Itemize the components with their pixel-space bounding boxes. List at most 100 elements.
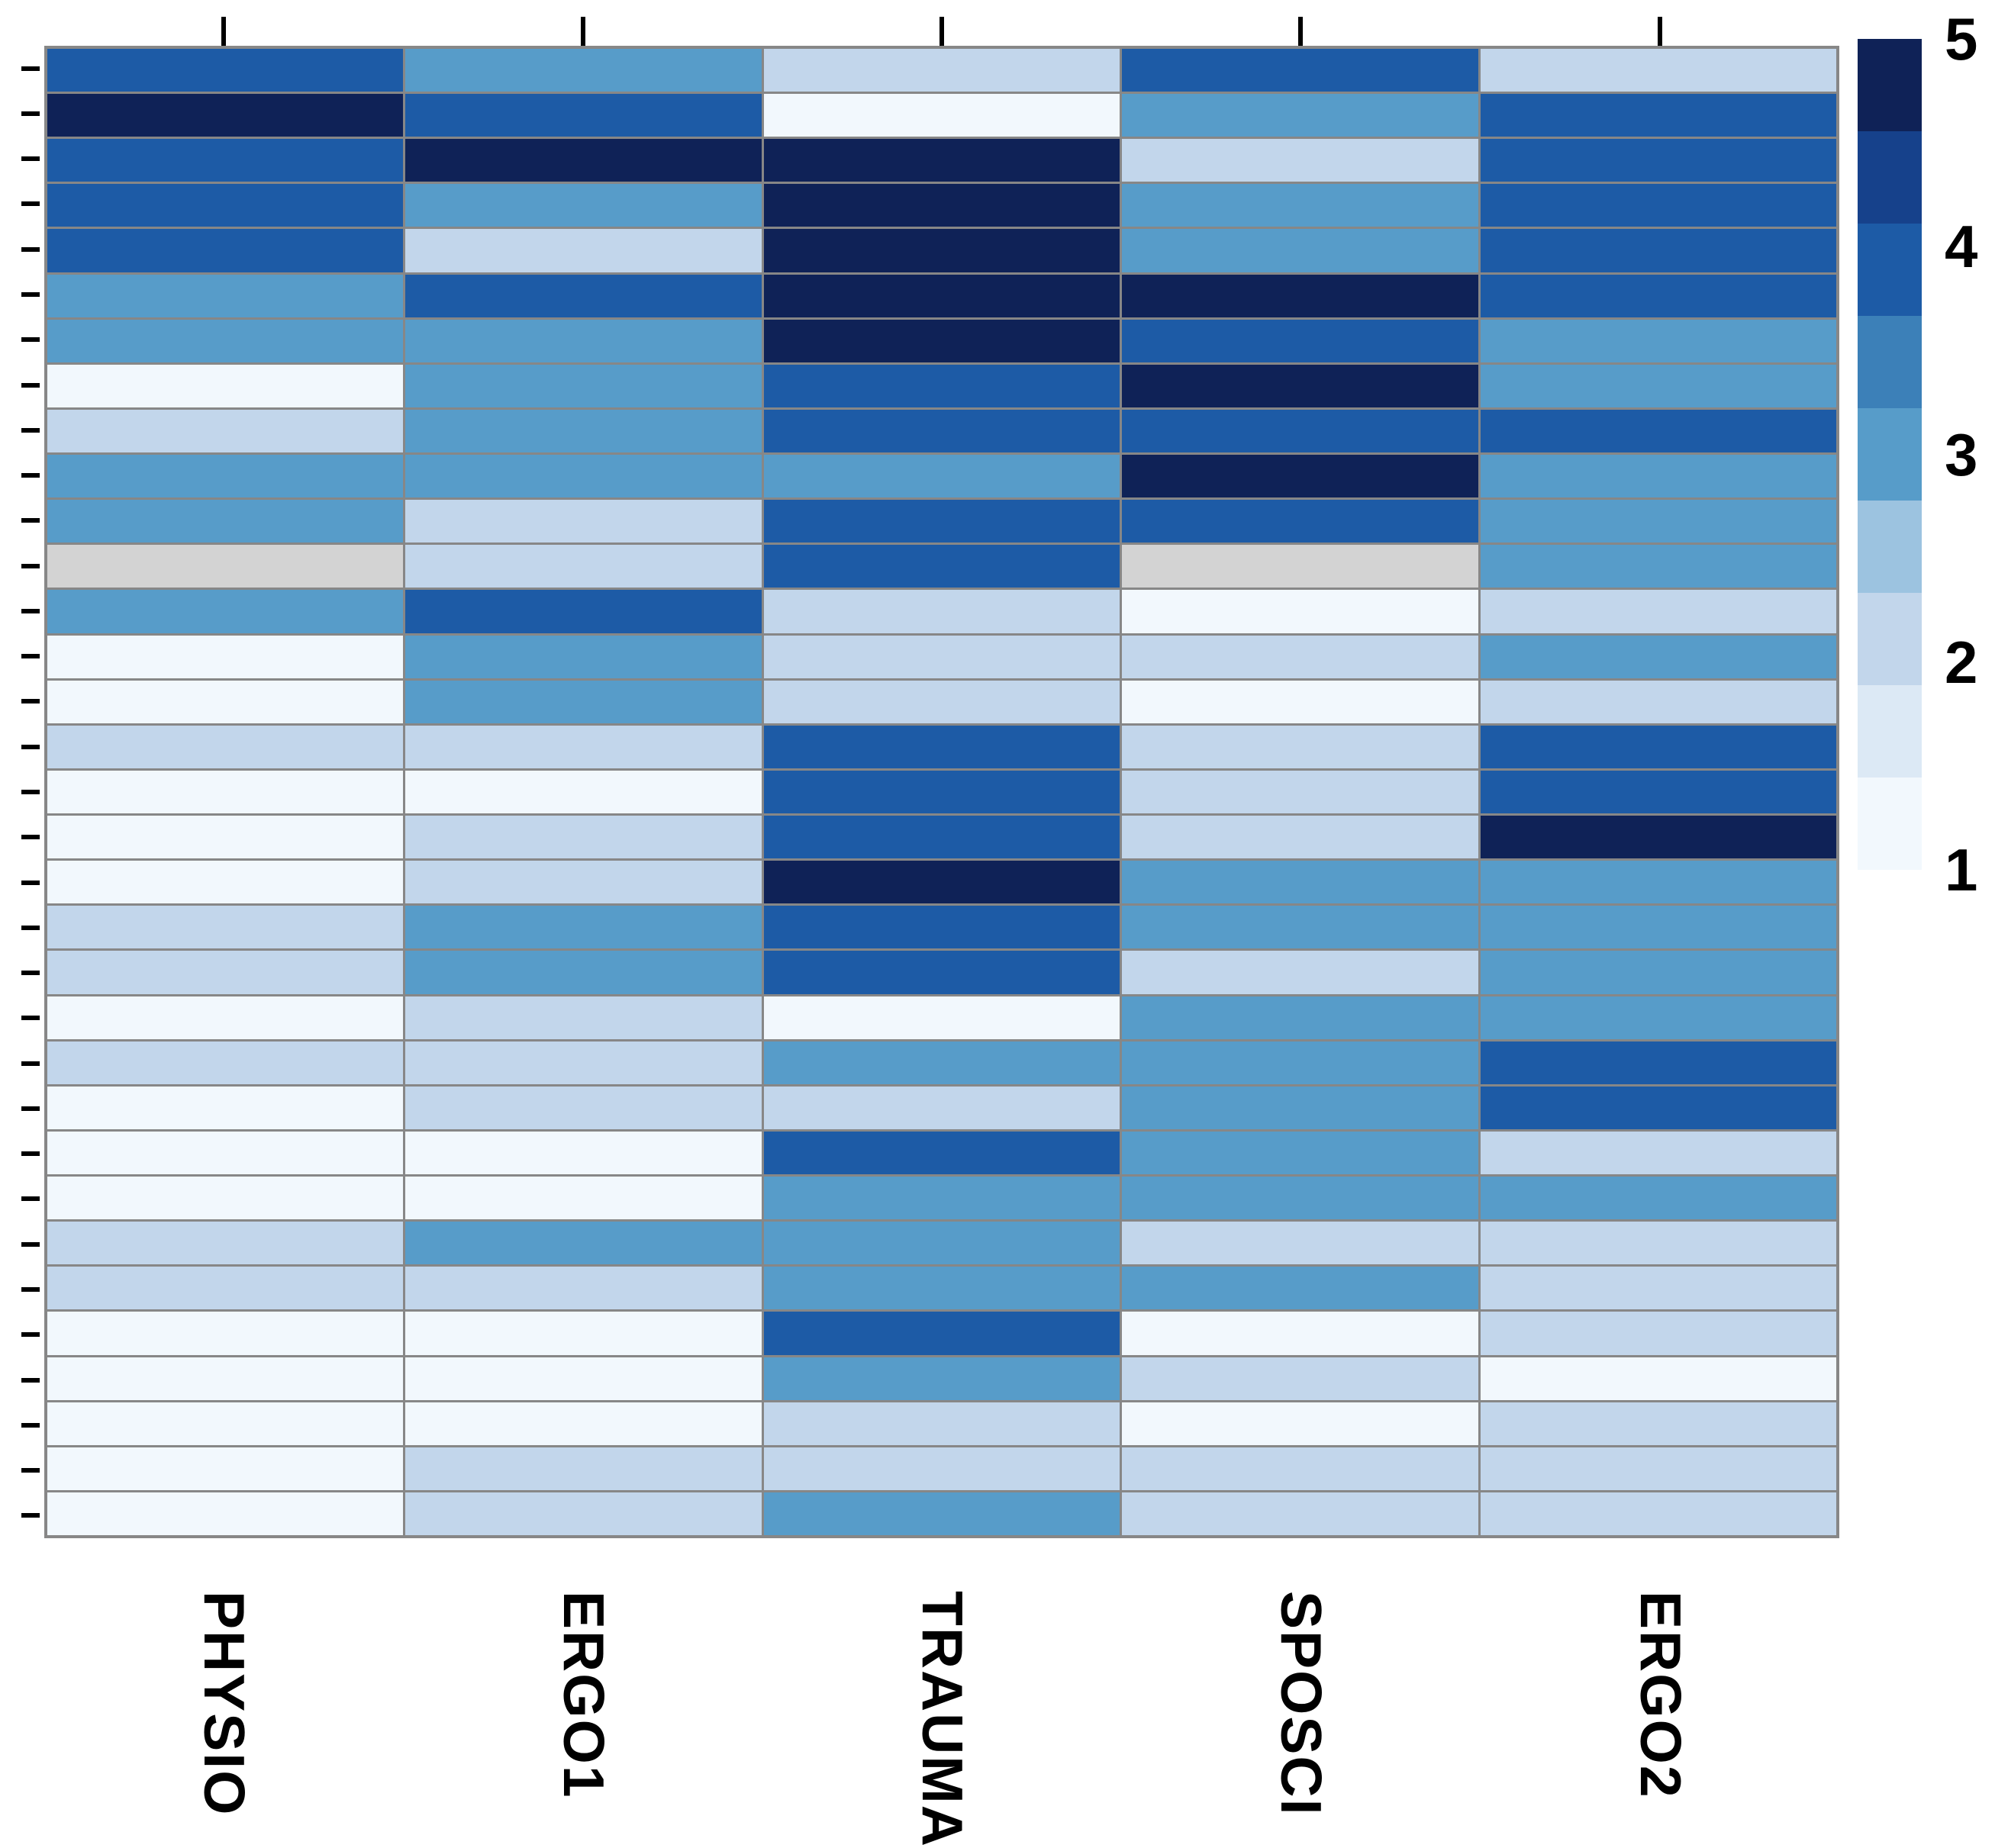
heatmap-cell <box>1480 770 1836 814</box>
heatmap-cell <box>47 184 404 227</box>
legend-color-block <box>1858 131 1922 224</box>
y-axis-tick <box>21 292 40 297</box>
heatmap-cell <box>1122 816 1478 859</box>
y-axis-tick <box>21 1106 40 1111</box>
heatmap-cell <box>405 951 762 994</box>
heatmap-cell <box>1122 1086 1478 1129</box>
heatmap-cell <box>47 1312 404 1355</box>
x-axis-label-physio: PHYSIO <box>192 1591 257 1817</box>
y-axis-tick <box>21 111 40 116</box>
heatmap-cell <box>1122 590 1478 633</box>
heatmap-cell <box>405 1312 762 1355</box>
heatmap-cell <box>763 94 1120 137</box>
x-axis-label-ergo1: ERGO1 <box>551 1591 616 1799</box>
heatmap-cell <box>763 816 1120 859</box>
x-axis-label-sposci: SPOSCI <box>1269 1591 1334 1817</box>
heatmap-cell <box>1122 861 1478 904</box>
heatmap-cell <box>47 1131 404 1175</box>
heatmap-cell <box>1480 184 1836 227</box>
heatmap-cell <box>763 1447 1120 1490</box>
heatmap-cell <box>1122 1357 1478 1400</box>
heatmap-cell <box>405 635 762 678</box>
heatmap-cell <box>405 184 762 227</box>
heatmap-cell <box>405 94 762 137</box>
heatmap-cell <box>1480 274 1836 317</box>
legend-tick-label: 4 <box>1945 213 1978 281</box>
heatmap-cell <box>1480 364 1836 407</box>
heatmap-cell <box>1122 49 1478 92</box>
heatmap-cell <box>1480 1492 1836 1535</box>
heatmap-cell <box>405 861 762 904</box>
heatmap-cell <box>47 635 404 678</box>
heatmap-cell <box>763 274 1120 317</box>
heatmap-cell <box>1480 816 1836 859</box>
heatmap-cell <box>405 364 762 407</box>
y-axis-tick <box>21 744 40 749</box>
heatmap-cell <box>405 1041 762 1084</box>
heatmap-cell <box>1122 274 1478 317</box>
heatmap-cell <box>47 1222 404 1265</box>
heatmap-cell-na <box>47 545 404 588</box>
heatmap-cell <box>405 274 762 317</box>
y-axis-tick <box>21 1513 40 1518</box>
heatmap-cell <box>1480 139 1836 182</box>
heatmap-cell <box>763 1312 1120 1355</box>
y-axis-tick <box>21 473 40 478</box>
heatmap-cell <box>1480 996 1836 1039</box>
heatmap-cell <box>1480 1267 1836 1310</box>
heatmap-cell <box>47 1041 404 1084</box>
heatmap-cell <box>1122 725 1478 768</box>
heatmap-cell <box>1480 590 1836 633</box>
legend-color-block <box>1858 778 1922 870</box>
y-axis-tick <box>21 1422 40 1428</box>
heatmap-cell <box>47 229 404 272</box>
y-axis-tick <box>21 835 40 840</box>
heatmap-cell <box>405 1086 762 1129</box>
heatmap-cell <box>405 1131 762 1175</box>
y-axis-tick <box>21 1151 40 1157</box>
heatmap-cell <box>763 1402 1120 1445</box>
heatmap-cell <box>1480 1131 1836 1175</box>
heatmap-cell-na <box>1122 545 1478 588</box>
heatmap-cell <box>47 1357 404 1400</box>
heatmap-cell <box>763 861 1120 904</box>
heatmap-cell <box>47 274 404 317</box>
y-axis-tick <box>21 608 40 613</box>
heatmap-cell <box>1480 725 1836 768</box>
heatmap-cell <box>405 139 762 182</box>
heatmap-cell <box>405 770 762 814</box>
y-axis-tick <box>21 699 40 704</box>
heatmap-cell <box>47 816 404 859</box>
y-axis-tick <box>21 1061 40 1066</box>
heatmap-cell <box>405 1357 762 1400</box>
heatmap-cell <box>405 590 762 633</box>
heatmap-cell <box>763 1131 1120 1175</box>
y-axis-tick <box>21 971 40 976</box>
heatmap-cell <box>1480 1222 1836 1265</box>
heatmap-cell <box>405 1402 762 1445</box>
heatmap-cell <box>1122 680 1478 723</box>
heatmap-cell <box>1480 861 1836 904</box>
heatmap-cell <box>47 770 404 814</box>
heatmap-cell <box>1480 1041 1836 1084</box>
y-axis-tick <box>21 563 40 568</box>
y-axis-tick <box>21 925 40 930</box>
heatmap-cell <box>763 229 1120 272</box>
y-axis-tick <box>21 1287 40 1292</box>
heatmap-cell <box>1480 1357 1836 1400</box>
heatmap-cell <box>47 590 404 633</box>
heatmap-cell <box>763 545 1120 588</box>
heatmap-cell <box>1122 319 1478 362</box>
heatmap-cell <box>763 1177 1120 1220</box>
heatmap-cell <box>47 319 404 362</box>
heatmap-cell <box>763 1492 1120 1535</box>
heatmap-cell <box>1122 229 1478 272</box>
y-axis-tick <box>21 880 40 885</box>
heatmap-cell <box>47 364 404 407</box>
heatmap-cell <box>47 1267 404 1310</box>
x-axis-tick <box>1298 17 1304 46</box>
heatmap-cell <box>763 49 1120 92</box>
heatmap-cell <box>47 861 404 904</box>
y-axis-tick <box>21 382 40 388</box>
legend-color-block <box>1858 593 1922 685</box>
